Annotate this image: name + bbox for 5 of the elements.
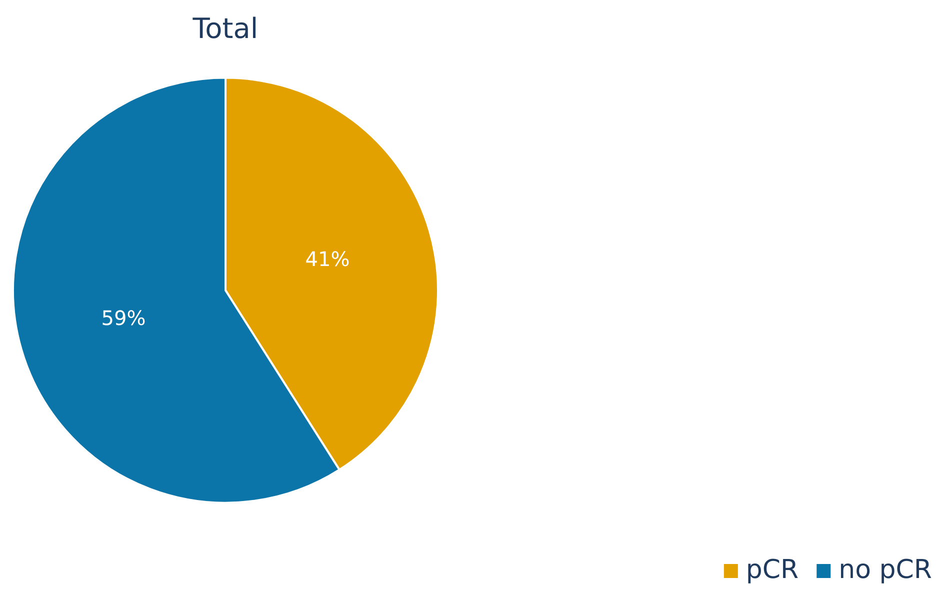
data-label: 59% — [101, 306, 146, 330]
legend-label: no pCR — [838, 554, 932, 585]
legend-label: pCR — [746, 554, 799, 585]
chart-title: Total — [192, 12, 258, 46]
data-label: 41% — [305, 246, 350, 271]
